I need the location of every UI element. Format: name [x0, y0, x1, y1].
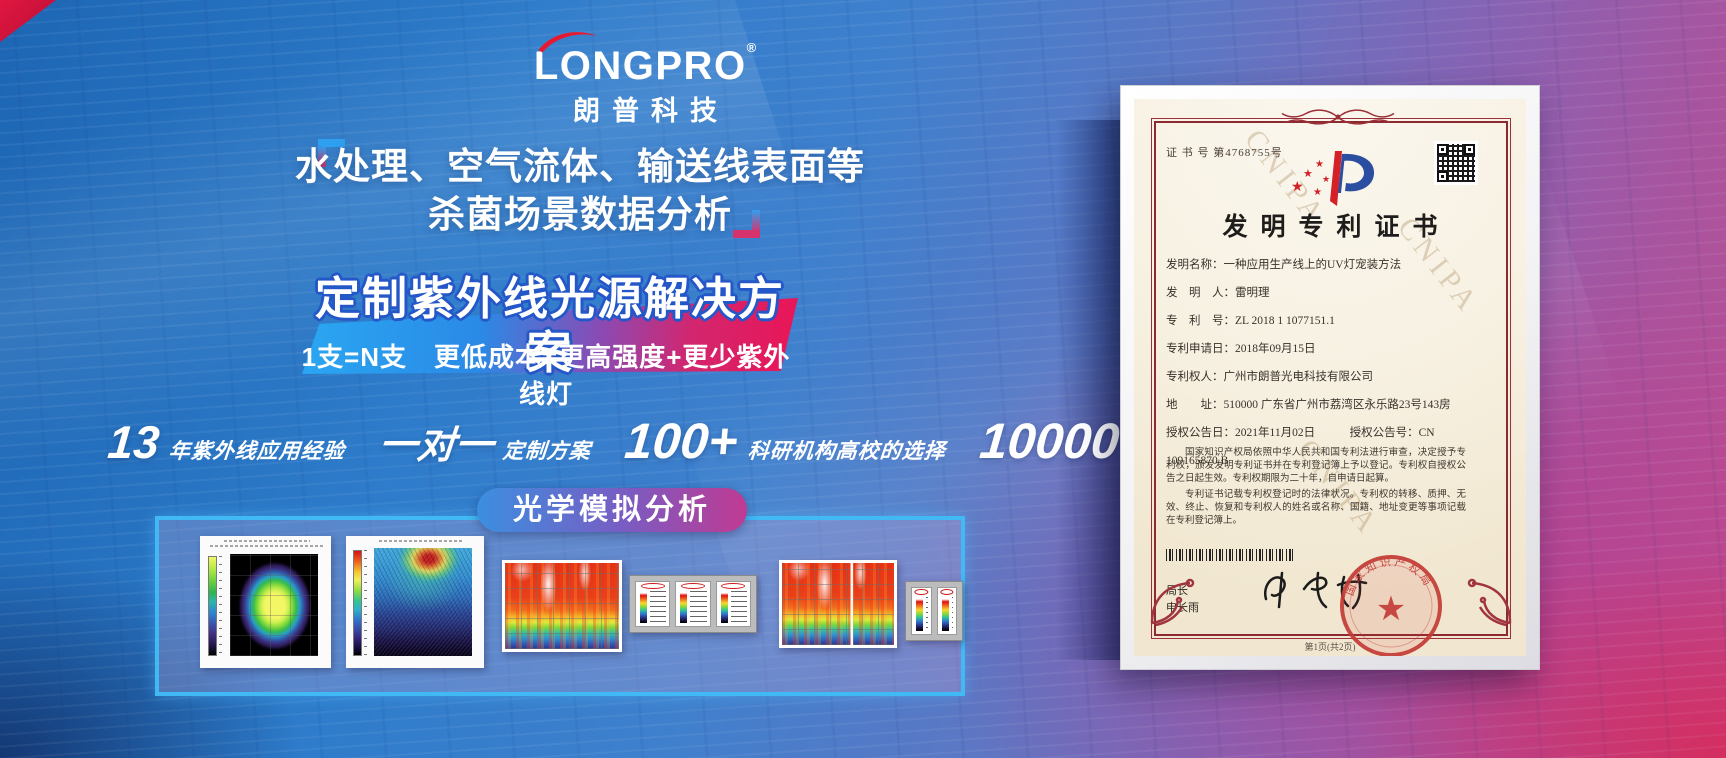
- highlight-ellipse: [680, 583, 705, 589]
- qr-finder: [1464, 144, 1475, 155]
- corner-flourish: [1467, 578, 1512, 627]
- stat-value: 13: [105, 416, 162, 468]
- headline-line2: 杀菌场景数据分析: [428, 194, 732, 235]
- stat-label: 科研机构高校的选择: [746, 440, 947, 463]
- scale-tick-labels: [730, 591, 747, 623]
- solution-title: 定制紫外线光源解决方案: [314, 273, 785, 378]
- field-address: 地 址：510000 广东省广州市荔湾区永乐路23号143房: [1166, 399, 1451, 411]
- scale-tick-labels: [690, 591, 707, 623]
- bracket-bottom-right: [752, 210, 760, 238]
- field-patentee: 专利权人：广州市朗普光电科技有限公司: [1166, 371, 1373, 383]
- heatmap-plot: [230, 554, 318, 656]
- certificate-paragraph: 国家知识产权局依照中华人民共和国专利法进行审查，决定授予专利权，颁发发明专利证书…: [1166, 448, 1466, 484]
- svg-text:★: ★: [1291, 180, 1304, 195]
- brand-logo: LONGPRO® 朗普科技: [490, 30, 800, 128]
- cnipa-logo-icon: ★ ★ ★ ★ ★: [1291, 151, 1375, 206]
- logo-chinese-name: 朗普科技: [573, 96, 729, 126]
- qr-finder: [1437, 144, 1448, 155]
- corner-flourish: [1150, 578, 1195, 627]
- chart-microtext: [379, 540, 462, 542]
- stat-experience: 13 年紫外线应用经验: [105, 416, 347, 468]
- highlight-ellipse: [940, 589, 954, 595]
- color-scale-legend: [675, 581, 711, 627]
- scale-tick-labels: [650, 591, 667, 623]
- chart-microtext: [210, 545, 324, 547]
- simulation-badge: 光学模拟分析: [477, 488, 747, 532]
- color-scale-legend-group: [905, 581, 963, 641]
- heatmap-noise-map: [346, 536, 484, 668]
- chart-microtext: [223, 540, 311, 542]
- certificate-paragraph: 专利证书记载专利权登记时的法律状况。专利权的转移、质押、无效、终止、恢复和专利权…: [1166, 490, 1466, 526]
- scale-tick-labels: [951, 597, 953, 631]
- stat-one-on-one: 一对一 定制方案: [377, 425, 593, 468]
- bracket-top-left: [318, 139, 326, 167]
- heatmap-plot: [374, 548, 472, 656]
- color-scale-legend-group: [629, 575, 757, 633]
- ornament-flourish: [1281, 109, 1395, 125]
- patent-certificate-frame: CNIPA CNIPA CNIPA 证 书 号 第4768755号 ★ ★ ★ …: [1120, 85, 1540, 670]
- highlight-ellipse: [914, 589, 928, 595]
- heatmap-surface-dose-wide: [779, 560, 897, 648]
- heatmap-irradiance-blob: [200, 536, 331, 668]
- stat-label: 年紫外线应用经验: [168, 440, 347, 463]
- color-scale: [353, 550, 362, 656]
- highlight-ellipse: [721, 583, 746, 589]
- headline: 水处理、空气流体、输送线表面等 杀菌场景数据分析: [255, 143, 905, 239]
- scale-tick-labels: [926, 597, 928, 631]
- field-invention-name: 发明名称：一种应用生产线上的UV灯宠装方法: [1166, 259, 1402, 271]
- qr-modules: [1437, 144, 1475, 182]
- field-patent-number: 专 利 号：ZL 2018 1 1077151.1: [1166, 315, 1335, 327]
- svg-text:★: ★: [1322, 174, 1330, 184]
- color-scale-legend: [911, 587, 932, 635]
- field-inventor: 发 明 人：雷明理: [1166, 287, 1270, 299]
- color-scale-legend: [715, 581, 751, 627]
- solution-subtitle: 1支=N支 更低成本=更高强度+更少紫外线灯: [301, 342, 791, 409]
- bracket-bottom-right: [733, 230, 760, 238]
- color-scale-legend: [635, 581, 671, 627]
- page-indicator: 第1页(共2页): [1304, 642, 1356, 652]
- color-scale: [640, 591, 647, 623]
- svg-text:★: ★: [1315, 159, 1324, 170]
- headline-line1: 水处理、空气流体、输送线表面等: [295, 146, 865, 187]
- stat-value: 100+: [622, 413, 741, 469]
- background-shadow: [1056, 120, 1122, 660]
- stat-institutions: 100+ 科研机构高校的选择: [622, 413, 947, 469]
- highlight-ellipse: [640, 583, 665, 589]
- certificate-number: 证 书 号 第4768755号: [1166, 147, 1283, 159]
- svg-text:★: ★: [1313, 187, 1322, 198]
- simulation-panel: [155, 516, 965, 696]
- color-scale-ticks: [219, 556, 222, 656]
- patent-certificate: CNIPA CNIPA CNIPA 证 书 号 第4768755号 ★ ★ ★ …: [1134, 99, 1526, 656]
- color-scale: [941, 597, 949, 631]
- color-scale-legend: [936, 587, 957, 635]
- color-scale-ticks: [364, 550, 367, 656]
- color-scale: [208, 556, 217, 656]
- bracket-top-left: [318, 139, 345, 147]
- heatmap-surface-dose: [502, 560, 622, 652]
- certificate-title: 发明专利证书: [1222, 214, 1451, 241]
- qr-code: [1434, 141, 1478, 185]
- field-grant-date-and-number: 授权公告日：2021年11月02日 授权公告号：CN 109165870 B: [1166, 427, 1435, 467]
- official-seal: ★ 国家知识产权局: [1340, 555, 1442, 656]
- color-scale: [916, 597, 923, 631]
- registered-mark: ®: [746, 40, 757, 55]
- svg-text:★: ★: [1376, 591, 1406, 628]
- barcode: [1166, 549, 1294, 561]
- logo-swoosh-icon: [538, 32, 598, 53]
- certificate-fields: 发明名称：一种应用生产线上的UV灯宠装方法 发 明 人：雷明理 专 利 号：ZL…: [1166, 251, 1466, 475]
- qr-finder: [1437, 171, 1448, 182]
- color-scale: [680, 591, 688, 623]
- stat-value: 一对一: [377, 425, 496, 467]
- svg-text:★: ★: [1303, 168, 1313, 180]
- stat-label: 定制方案: [502, 440, 593, 463]
- logo-wordmark: LONGPRO: [533, 44, 747, 88]
- field-application-date: 专利申请日：2018年09月15日: [1166, 343, 1316, 355]
- color-scale: [720, 591, 728, 623]
